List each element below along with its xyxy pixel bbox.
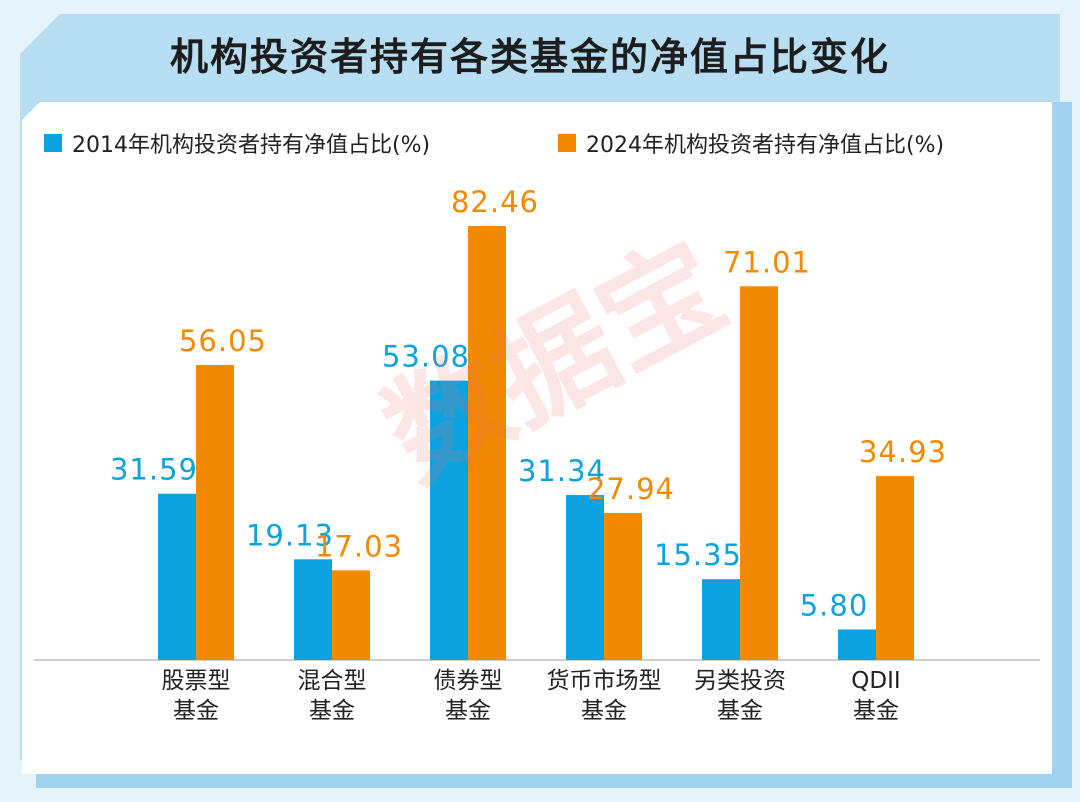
category-label-line: 基金 bbox=[445, 698, 491, 724]
data-label-2024-0: 56.05 bbox=[179, 324, 267, 358]
data-label-2014-1: 19.13 bbox=[246, 518, 334, 552]
legend-item-2014: 2014年机构投资者持有净值占比(%) bbox=[44, 128, 430, 158]
chart-title: 机构投资者持有各类基金的净值占比变化 bbox=[169, 35, 890, 79]
data-label-2024-4: 71.01 bbox=[723, 245, 811, 279]
category-label-line: 基金 bbox=[853, 698, 899, 724]
legend-item-2024: 2024年机构投资者持有净值占比(%) bbox=[558, 128, 944, 158]
category-label-line: QDII bbox=[851, 668, 901, 694]
category-label-2: 债券型 基金 bbox=[393, 666, 543, 726]
bar-2024-5 bbox=[876, 476, 914, 660]
bar-2014-5 bbox=[838, 629, 876, 660]
data-label-2024-3: 27.94 bbox=[587, 472, 675, 506]
chart-panel bbox=[22, 102, 1052, 774]
data-label-2014-5: 5.80 bbox=[800, 588, 869, 622]
data-label-2024-2: 82.46 bbox=[451, 185, 539, 219]
data-label-2014-0: 31.59 bbox=[110, 453, 198, 487]
category-label-line: 基金 bbox=[581, 698, 627, 724]
category-label-4: 另类投资 基金 bbox=[665, 666, 815, 726]
category-label-line: 混合型 bbox=[297, 668, 367, 694]
data-label-2024-1: 17.03 bbox=[315, 529, 403, 563]
legend-swatch-2024 bbox=[558, 134, 576, 152]
legend-label-2014: 2014年机构投资者持有净值占比(%) bbox=[72, 133, 431, 158]
bar-2014-1 bbox=[294, 559, 332, 660]
category-label-0: 股票型 基金 bbox=[121, 666, 271, 726]
bar-2024-3 bbox=[604, 512, 642, 660]
data-label-2014-2: 53.08 bbox=[382, 340, 470, 374]
category-label-3: 货币市场型 基金 bbox=[529, 666, 679, 726]
legend-swatch-2014 bbox=[44, 134, 62, 152]
bar-2024-1 bbox=[332, 570, 370, 660]
legend-label-2024: 2024年机构投资者持有净值占比(%) bbox=[586, 133, 945, 158]
bar-2014-0 bbox=[158, 493, 196, 660]
category-label-line: 股票型 bbox=[161, 668, 231, 694]
bar-2014-4 bbox=[702, 579, 740, 660]
bar-2024-2 bbox=[468, 226, 506, 660]
bar-2024-0 bbox=[196, 365, 234, 660]
category-label-line: 货币市场型 bbox=[546, 668, 662, 694]
category-label-line: 债券型 bbox=[433, 668, 503, 694]
data-label-2024-5: 34.93 bbox=[859, 435, 947, 469]
category-label-1: 混合型 基金 bbox=[257, 666, 407, 726]
category-label-line: 另类投资 bbox=[694, 668, 786, 694]
bar-2014-2 bbox=[430, 380, 468, 660]
data-label-2014-3: 31.34 bbox=[518, 454, 606, 488]
category-label-line: 基金 bbox=[309, 698, 355, 724]
data-label-2014-4: 15.35 bbox=[654, 538, 742, 572]
category-label-5: QDII 基金 bbox=[801, 666, 951, 726]
bar-2024-4 bbox=[740, 286, 778, 660]
category-label-line: 基金 bbox=[173, 698, 219, 724]
category-label-line: 基金 bbox=[717, 698, 763, 724]
bar-2014-3 bbox=[566, 495, 604, 660]
